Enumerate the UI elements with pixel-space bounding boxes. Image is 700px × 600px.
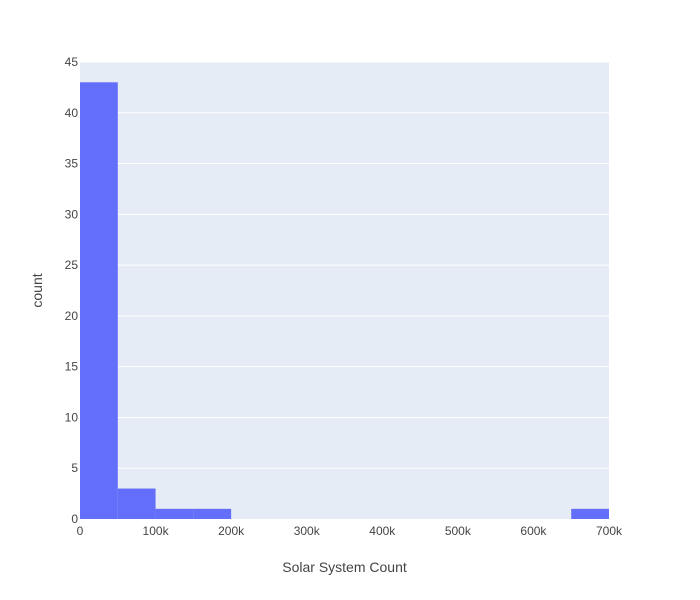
x-tick-label: 700k — [596, 524, 623, 538]
bars — [80, 82, 609, 520]
y-tick-label: 45 — [65, 55, 79, 69]
y-tick-label: 0 — [71, 512, 78, 526]
y-tick-label: 35 — [65, 157, 79, 171]
histogram-bar — [117, 488, 156, 519]
histogram-bar — [80, 82, 118, 520]
y-axis-ticks: 0 5 10 15 20 25 30 35 40 45 — [65, 55, 79, 526]
x-tick-label: 300k — [294, 524, 321, 538]
histogram-bar — [571, 508, 609, 519]
x-axis-ticks: 0 100k 200k 300k 400k 500k 600k 700k — [77, 524, 623, 538]
histogram-bar — [193, 508, 232, 519]
x-tick-label: 100k — [143, 524, 170, 538]
y-tick-label: 25 — [65, 258, 79, 272]
x-axis-title: Solar System Count — [282, 559, 407, 575]
y-tick-label: 10 — [65, 410, 79, 424]
gridlines — [80, 61, 609, 469]
x-tick-label: 500k — [445, 524, 472, 538]
y-tick-label: 15 — [65, 360, 79, 374]
y-tick-label: 30 — [65, 207, 79, 221]
y-tick-label: 5 — [71, 461, 78, 475]
histogram-bar — [155, 508, 194, 519]
plot-background — [80, 62, 609, 519]
y-tick-label: 20 — [65, 309, 79, 323]
y-axis-title: count — [29, 273, 45, 307]
x-tick-label: 0 — [77, 524, 84, 538]
x-tick-label: 400k — [369, 524, 396, 538]
x-tick-label: 200k — [218, 524, 245, 538]
x-tick-label: 600k — [520, 524, 547, 538]
y-tick-label: 40 — [65, 106, 79, 120]
